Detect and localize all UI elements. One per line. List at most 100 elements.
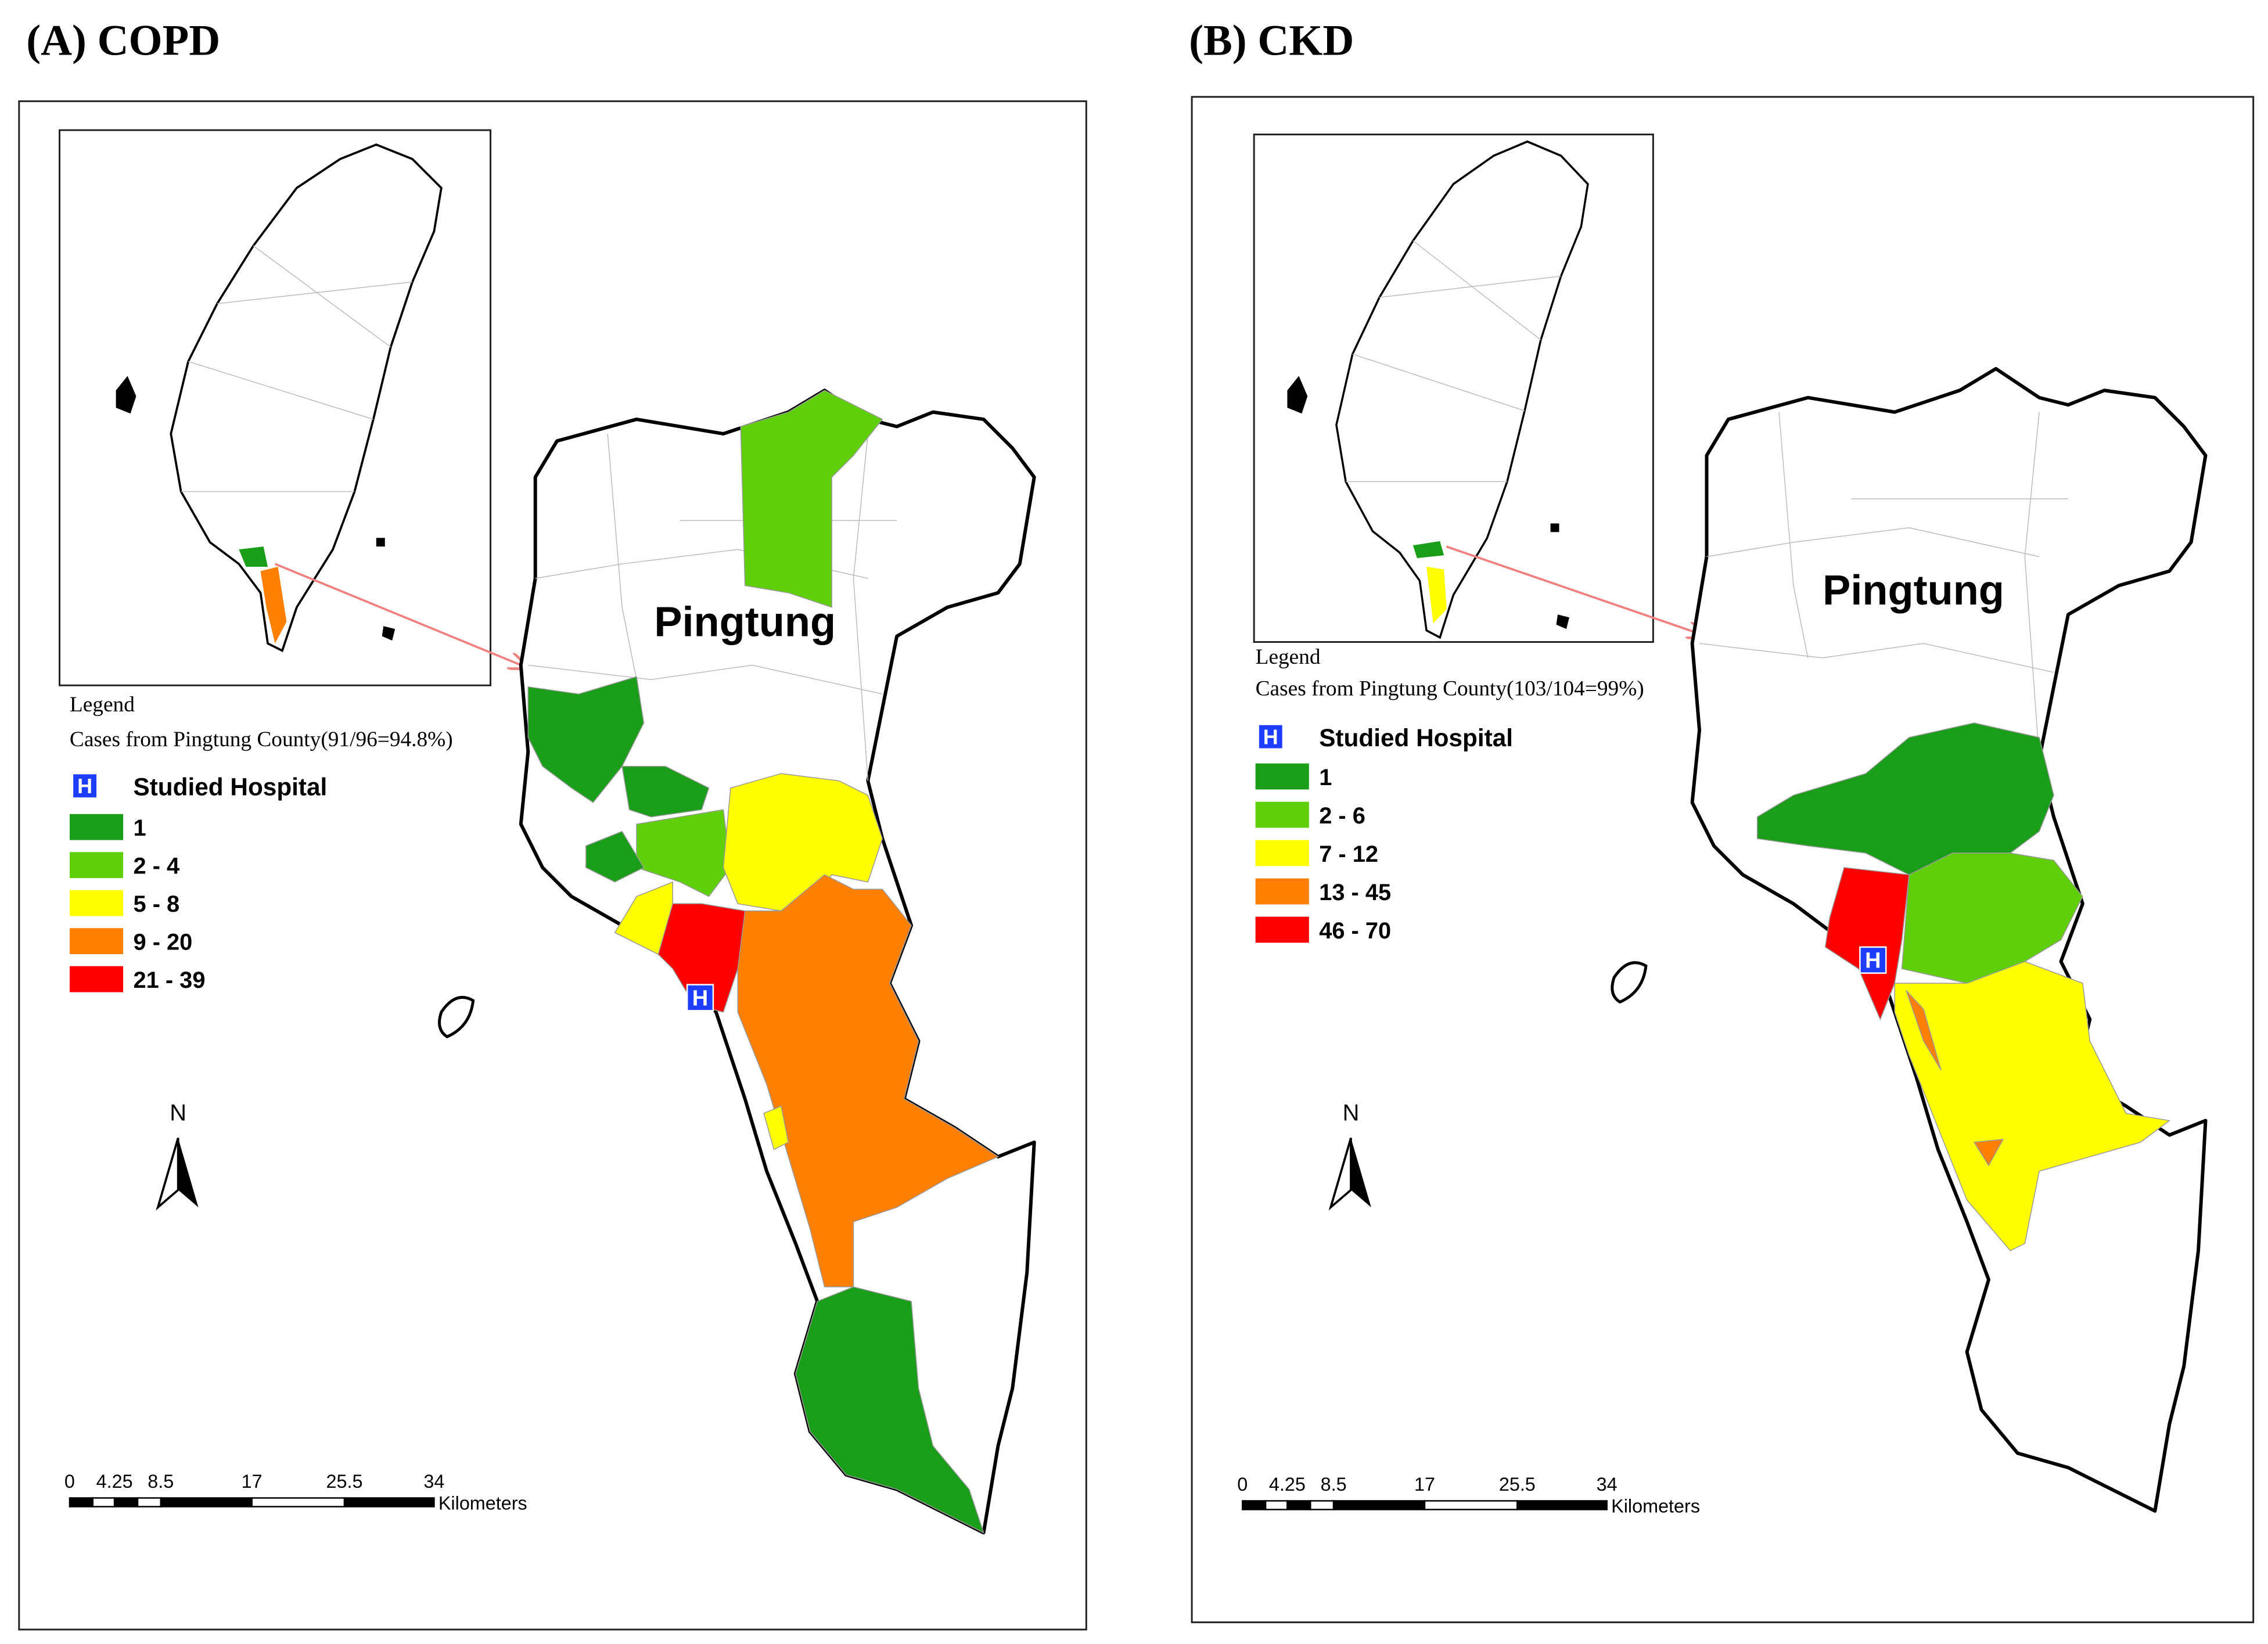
inset-region <box>239 546 268 567</box>
north-arrow <box>1328 1138 1352 1211</box>
panel-a: (A) COPD Pingtung H Legend Cases from Pingtu… <box>18 17 1087 1631</box>
legend-label: 21 - 39 <box>133 967 205 993</box>
panel-title: (B) CKD <box>1189 17 1354 65</box>
scale-segment <box>92 1497 116 1508</box>
scale-segment <box>1241 1500 1267 1510</box>
panel-frame <box>18 100 1087 1631</box>
scale-unit: Kilometers <box>438 1492 527 1513</box>
scale-label: 25.5 <box>1499 1474 1536 1495</box>
north-arrow-fill <box>1350 1138 1371 1208</box>
district <box>585 830 645 883</box>
district <box>1756 722 2054 876</box>
island <box>438 995 475 1039</box>
north-arrow-fill <box>178 1138 199 1208</box>
legend-label: 13 - 45 <box>1319 880 1391 905</box>
scale-label: 25.5 <box>326 1471 363 1492</box>
legend-swatch <box>1255 840 1309 866</box>
taiwan-inset <box>1335 140 1589 639</box>
legend-label: 1 <box>133 815 146 841</box>
district <box>740 390 883 608</box>
district <box>527 676 645 803</box>
scale-unit: Kilometers <box>1611 1495 1700 1516</box>
hospital-icon <box>71 772 98 799</box>
legend-label: 5 - 8 <box>133 891 179 917</box>
scale-label: 0 <box>64 1471 75 1492</box>
hospital-icon-letter: H <box>692 986 709 1010</box>
district <box>737 874 1000 1287</box>
district <box>657 903 746 1013</box>
district <box>1901 852 2083 984</box>
scale-label: 34 <box>423 1471 444 1492</box>
scale-segment <box>1310 1500 1335 1510</box>
district-borders <box>528 433 897 781</box>
scale-segment <box>1516 1500 1608 1510</box>
scale-segment <box>1286 1500 1311 1510</box>
scale-label: 8.5 <box>1321 1474 1347 1495</box>
scale-label: 0 <box>1237 1474 1248 1495</box>
scale-segment <box>136 1497 162 1508</box>
scale-segment <box>113 1497 139 1508</box>
legend-swatch <box>69 814 124 840</box>
scale-segment <box>160 1497 253 1508</box>
island <box>1611 961 1648 1004</box>
legend-label: 7 - 12 <box>1319 841 1378 867</box>
regions <box>1756 722 2171 1251</box>
legend-swatch <box>1255 916 1309 943</box>
scale-segment <box>343 1497 435 1508</box>
legend-label: 9 - 20 <box>133 930 192 955</box>
legend-subtitle: Cases from Pingtung County(103/104=99%) <box>1256 677 1644 701</box>
inset-borders <box>1346 240 1561 483</box>
legend-swatch <box>1255 763 1309 790</box>
hospital-icon-letter: H <box>1263 725 1278 749</box>
scale-label: 34 <box>1597 1474 1618 1495</box>
scale-label: 4.25 <box>1269 1474 1306 1495</box>
scale-label: 17 <box>1414 1474 1435 1495</box>
district <box>1906 990 1942 1070</box>
district <box>1973 1139 2004 1167</box>
scale-label: 4.25 <box>96 1471 133 1492</box>
legend-hospital: Studied Hospital <box>1319 724 1513 751</box>
legend-label: 1 <box>1319 765 1332 790</box>
hospital-icon <box>1859 946 1887 974</box>
legend-label: 2 - 4 <box>133 854 179 879</box>
legend-subtitle: Cases from Pingtung County(91/96=94.8%) <box>70 728 453 751</box>
inset-frame <box>1253 134 1654 643</box>
inset-region <box>1426 566 1447 624</box>
inset-region <box>260 567 287 643</box>
legend-swatch <box>69 890 124 916</box>
map-label: Pingtung <box>1823 567 2004 614</box>
legend-swatch <box>1255 801 1309 828</box>
legend-label: 46 - 70 <box>1319 918 1391 944</box>
map-label: Pingtung <box>654 599 836 646</box>
legend-title: Legend <box>1256 645 1321 669</box>
legend-label: 2 - 6 <box>1319 803 1365 829</box>
scale-segment <box>1332 1500 1426 1510</box>
legend-swatch <box>69 928 124 955</box>
hospital-icon <box>686 984 714 1012</box>
north-arrow <box>156 1138 179 1211</box>
legend-hospital: Studied Hospital <box>133 773 327 800</box>
panel-frame <box>1191 96 2255 1624</box>
legend-swatch <box>69 852 124 879</box>
legend-swatch <box>1255 878 1309 905</box>
district <box>763 1105 789 1150</box>
panel-title: (A) COPD <box>26 17 220 65</box>
scale-segment <box>69 1497 94 1508</box>
locator-arrow <box>274 563 529 668</box>
north-label: N <box>170 1100 186 1126</box>
scale-label: 17 <box>242 1471 263 1492</box>
legend-title: Legend <box>70 693 135 717</box>
panel-b: (B) CKD Pingtung H Legend Cases from Pingtun… <box>1189 17 2255 1624</box>
legend-swatch <box>69 966 124 992</box>
district <box>795 1286 984 1534</box>
hospital-icon-letter: H <box>77 774 92 798</box>
north-label: N <box>1343 1100 1360 1126</box>
scale-label: 8.5 <box>148 1471 174 1492</box>
district-borders <box>1699 412 2068 760</box>
locator-arrow <box>1446 545 1706 636</box>
regions <box>527 390 1000 1534</box>
hospital-icon <box>1257 724 1284 750</box>
inset-map <box>1335 140 1589 639</box>
